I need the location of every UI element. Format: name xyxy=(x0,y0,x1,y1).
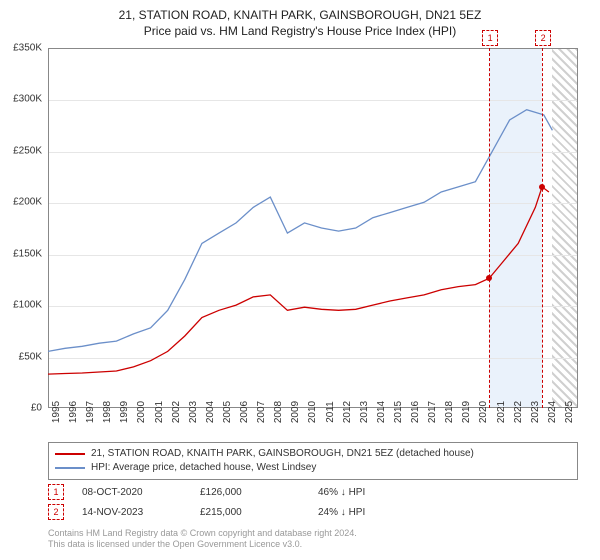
y-axis-label: £350K xyxy=(0,43,42,54)
chart-area: 12 £0£50K£100K£150K£200K£250K£300K£350K … xyxy=(48,48,578,408)
data-point xyxy=(539,184,545,190)
x-axis-label: 2008 xyxy=(273,401,284,423)
legend-item-hpi: HPI: Average price, detached house, West… xyxy=(55,461,571,475)
y-axis-label: £100K xyxy=(0,300,42,311)
annotation-row: 1 08-OCT-2020 £126,000 46% ↓ HPI xyxy=(48,484,578,500)
x-axis-label: 2015 xyxy=(393,401,404,423)
annotation-price: £215,000 xyxy=(200,507,300,518)
x-axis-label: 2013 xyxy=(359,401,370,423)
x-axis-label: 2020 xyxy=(478,401,489,423)
y-axis-label: £150K xyxy=(0,248,42,259)
annotation-delta: 24% ↓ HPI xyxy=(318,507,418,518)
y-axis-label: £250K xyxy=(0,145,42,156)
marker-box: 1 xyxy=(482,30,498,46)
legend-swatch-hpi xyxy=(55,467,85,469)
annotation-marker-1: 1 xyxy=(48,484,64,500)
x-axis-label: 2024 xyxy=(547,401,558,423)
x-axis-label: 2017 xyxy=(427,401,438,423)
y-axis-label: £300K xyxy=(0,94,42,105)
x-axis-label: 1995 xyxy=(51,401,62,423)
x-axis-label: 2003 xyxy=(188,401,199,423)
annotation-delta: 46% ↓ HPI xyxy=(318,487,418,498)
annotation-marker-2: 2 xyxy=(48,504,64,520)
x-axis-label: 2011 xyxy=(325,401,336,423)
x-axis-label: 2007 xyxy=(256,401,267,423)
footer-line-2: This data is licensed under the Open Gov… xyxy=(48,539,357,550)
marker-line xyxy=(489,48,490,408)
x-axis-label: 2001 xyxy=(154,401,165,423)
marker-box: 2 xyxy=(535,30,551,46)
series-price_paid xyxy=(48,187,549,374)
x-axis-label: 2000 xyxy=(136,401,147,423)
title-line-1: 21, STATION ROAD, KNAITH PARK, GAINSBORO… xyxy=(0,8,600,24)
y-axis-label: £200K xyxy=(0,197,42,208)
x-axis-label: 1999 xyxy=(119,401,130,423)
annotation-date: 08-OCT-2020 xyxy=(82,487,182,498)
x-axis-label: 2005 xyxy=(222,401,233,423)
y-axis-label: £0 xyxy=(0,403,42,414)
x-axis-label: 1996 xyxy=(68,401,79,423)
legend: 21, STATION ROAD, KNAITH PARK, GAINSBORO… xyxy=(48,442,578,480)
x-axis-label: 2002 xyxy=(171,401,182,423)
x-axis-label: 2014 xyxy=(376,401,387,423)
legend-item-price-paid: 21, STATION ROAD, KNAITH PARK, GAINSBORO… xyxy=(55,447,571,461)
x-axis-label: 2004 xyxy=(205,401,216,423)
x-axis-label: 2012 xyxy=(342,401,353,423)
footer-line-1: Contains HM Land Registry data © Crown c… xyxy=(48,528,357,539)
legend-swatch-price-paid xyxy=(55,453,85,455)
x-axis-label: 2022 xyxy=(513,401,524,423)
x-axis-label: 1997 xyxy=(85,401,96,423)
x-axis-label: 2009 xyxy=(290,401,301,423)
x-axis-label: 2016 xyxy=(410,401,421,423)
data-point xyxy=(486,275,492,281)
annotation-price: £126,000 xyxy=(200,487,300,498)
x-axis-label: 2021 xyxy=(496,401,507,423)
chart-title-block: 21, STATION ROAD, KNAITH PARK, GAINSBORO… xyxy=(0,0,600,39)
x-axis-label: 2018 xyxy=(444,401,455,423)
annotation-date: 14-NOV-2023 xyxy=(82,507,182,518)
x-axis-label: 2010 xyxy=(307,401,318,423)
x-axis-label: 2025 xyxy=(564,401,575,423)
chart-svg xyxy=(48,48,578,408)
annotation-table: 1 08-OCT-2020 £126,000 46% ↓ HPI 2 14-NO… xyxy=(48,484,578,524)
footer-attribution: Contains HM Land Registry data © Crown c… xyxy=(48,528,357,551)
x-axis-label: 1998 xyxy=(102,401,113,423)
y-axis-label: £50K xyxy=(0,351,42,362)
title-line-2: Price paid vs. HM Land Registry's House … xyxy=(0,24,600,40)
series-hpi xyxy=(48,110,552,352)
x-axis-label: 2006 xyxy=(239,401,250,423)
x-axis-label: 2023 xyxy=(530,401,541,423)
annotation-row: 2 14-NOV-2023 £215,000 24% ↓ HPI xyxy=(48,504,578,520)
legend-label: 21, STATION ROAD, KNAITH PARK, GAINSBORO… xyxy=(91,447,474,461)
legend-label: HPI: Average price, detached house, West… xyxy=(91,461,316,475)
marker-line xyxy=(542,48,543,408)
x-axis-label: 2019 xyxy=(461,401,472,423)
